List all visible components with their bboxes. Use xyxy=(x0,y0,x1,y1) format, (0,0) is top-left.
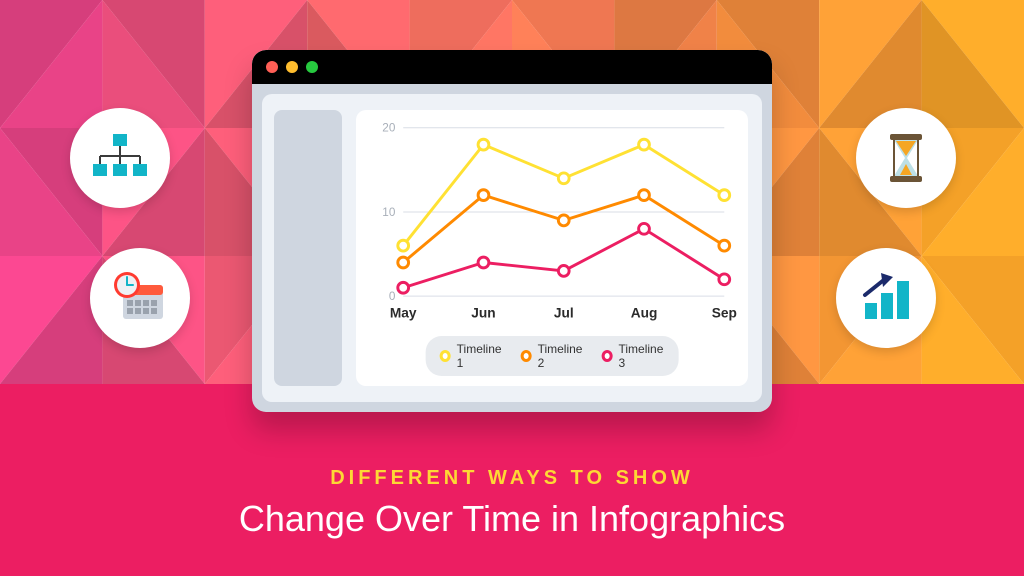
chart-card: 01020MayJunJulAugSep Timeline 1Timeline … xyxy=(356,110,748,386)
legend-label: Timeline 2 xyxy=(538,342,584,370)
legend-label: Timeline 3 xyxy=(618,342,664,370)
legend-item: Timeline 1 xyxy=(440,342,503,370)
browser-body: 01020MayJunJulAugSep Timeline 1Timeline … xyxy=(262,94,762,402)
chart-legend: Timeline 1 Timeline 2 Timeline 3 xyxy=(426,336,679,376)
window-min-dot[interactable] xyxy=(286,61,298,73)
svg-text:Jul: Jul xyxy=(554,306,574,321)
legend-item: Timeline 3 xyxy=(601,342,664,370)
legend-marker-icon xyxy=(440,350,451,362)
title-block: Different Ways To Show Change Over Time … xyxy=(0,467,1024,540)
window-close-dot[interactable] xyxy=(266,61,278,73)
svg-text:Aug: Aug xyxy=(631,306,658,321)
main-title-text: Change Over Time in Infographics xyxy=(0,498,1024,540)
svg-text:20: 20 xyxy=(382,122,396,135)
line-chart: 0 10 20 May Jun Jul Aug Sep xyxy=(366,118,738,324)
browser-window: 01020MayJunJulAugSep Timeline 1Timeline … xyxy=(252,50,772,412)
legend-label: Timeline 1 xyxy=(457,342,503,370)
svg-text:May: May xyxy=(390,306,417,321)
svg-text:0: 0 xyxy=(389,290,396,303)
subtitle-text: Different Ways To Show xyxy=(0,467,1024,490)
hourglass-icon xyxy=(856,108,956,208)
sidebar-placeholder xyxy=(274,110,342,386)
window-titlebar xyxy=(252,50,772,84)
infographic-canvas: 01020MayJunJulAugSep Timeline 1Timeline … xyxy=(0,0,1024,576)
legend-marker-icon xyxy=(601,350,612,362)
calendar-clock-icon xyxy=(90,248,190,348)
bar-chart-arrow-icon xyxy=(836,248,936,348)
svg-text:Sep: Sep xyxy=(712,306,737,321)
svg-text:Jun: Jun xyxy=(471,306,495,321)
legend-marker-icon xyxy=(521,350,532,362)
window-max-dot[interactable] xyxy=(306,61,318,73)
legend-item: Timeline 2 xyxy=(521,342,584,370)
org-chart-icon xyxy=(70,108,170,208)
svg-text:10: 10 xyxy=(382,206,396,219)
